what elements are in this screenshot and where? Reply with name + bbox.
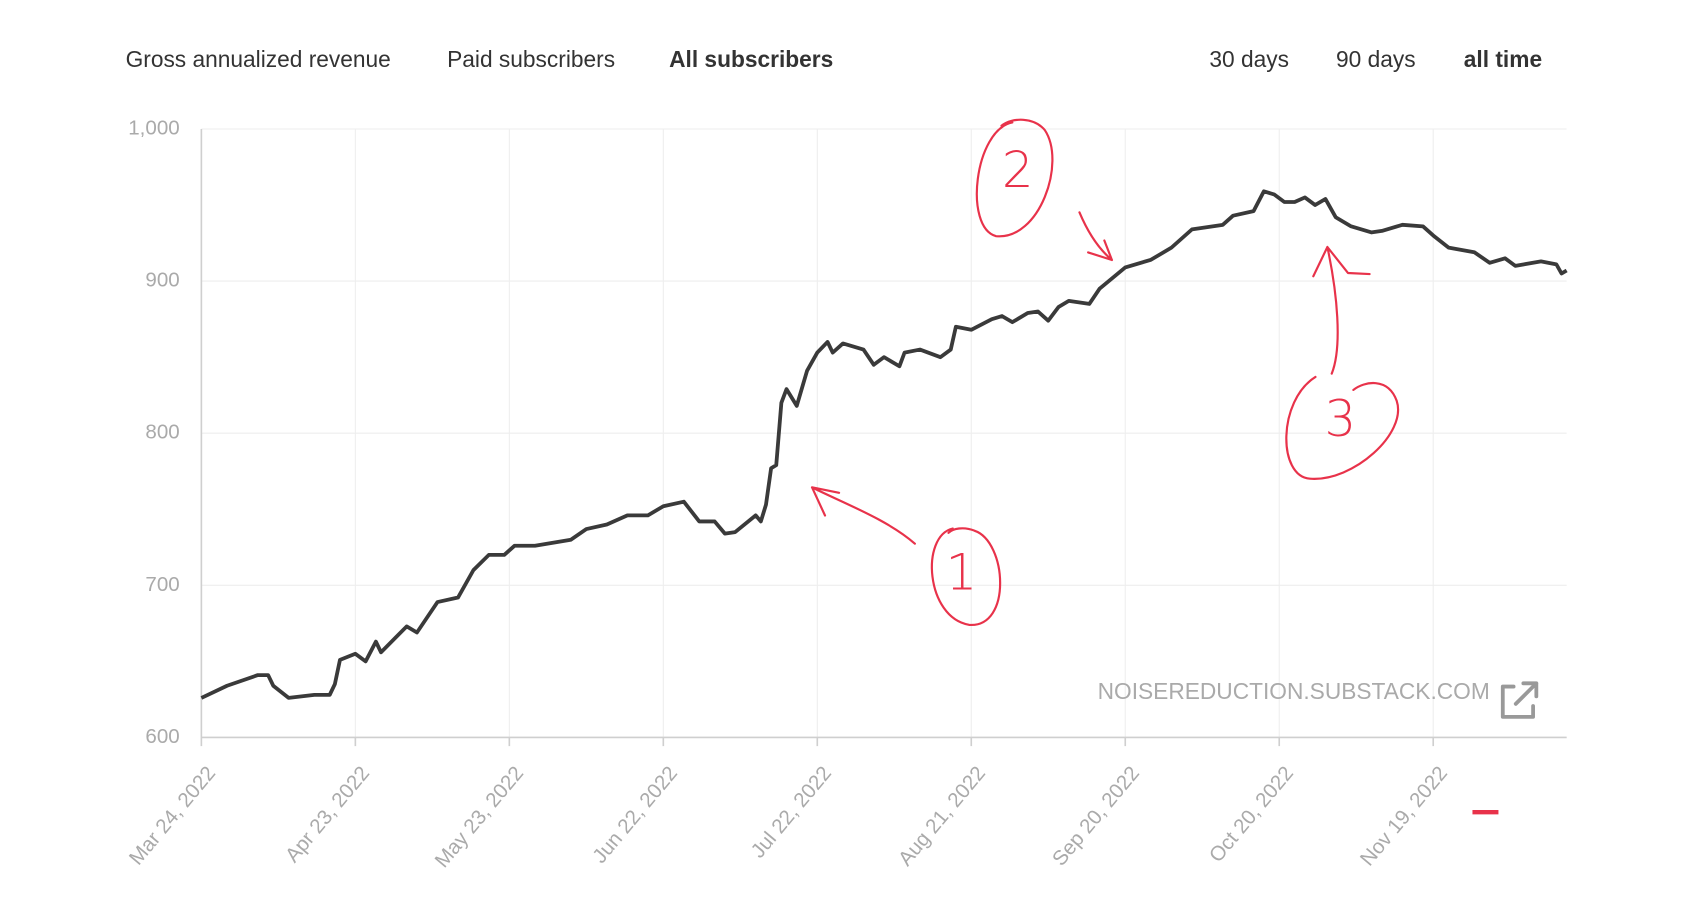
annotation-label: 3	[1325, 390, 1357, 448]
y-tick-label: 1,000	[128, 116, 179, 139]
external-link-icon[interactable]	[1500, 681, 1539, 719]
x-tick-label: Jun 22, 2022	[588, 762, 682, 868]
annotation-label: 1	[946, 544, 978, 602]
x-tick-label: Sep 20, 2022	[1048, 762, 1144, 871]
annotation-label: 2	[1002, 141, 1034, 199]
x-tick-label: Nov 19, 2022	[1356, 762, 1452, 870]
grid: 600 700 800 900 1,000 Mar 24, 2022 Apr 23, 202…	[125, 116, 1567, 872]
y-tick-label: 700	[145, 573, 179, 596]
x-tick-label: Jul 22, 2022	[746, 762, 836, 863]
plot	[200, 189, 1568, 700]
range-tab[interactable]: 30 days	[1209, 46, 1289, 72]
x-tick-label: May 23, 2022	[430, 762, 528, 872]
data-line	[200, 189, 1568, 700]
y-tick-label: 900	[145, 269, 179, 292]
y-tick-label: 800	[145, 421, 179, 444]
range-tab[interactable]: all time	[1464, 46, 1542, 72]
annotations: 1 2 3	[946, 141, 1357, 602]
x-tick-label: Mar 24, 2022	[125, 762, 221, 870]
tabs: Gross annualized revenue Paid subscribers…	[126, 46, 1543, 72]
metric-tab[interactable]: Gross annualized revenue	[126, 46, 391, 72]
annotation-drawings	[810, 118, 1400, 626]
x-tick-label: Aug 21, 2022	[894, 762, 990, 871]
x-tick-label: Oct 20, 2022	[1205, 762, 1298, 867]
metric-tab[interactable]: All subscribers	[669, 46, 833, 72]
watermark: NOISEREDUCTION.SUBSTACK.COM	[1098, 678, 1490, 704]
y-tick-label: 600	[145, 725, 179, 748]
x-tick-label: Apr 23, 2022	[281, 762, 374, 867]
metric-tab[interactable]: Paid subscribers	[447, 46, 615, 72]
range-tab[interactable]: 90 days	[1336, 46, 1416, 72]
